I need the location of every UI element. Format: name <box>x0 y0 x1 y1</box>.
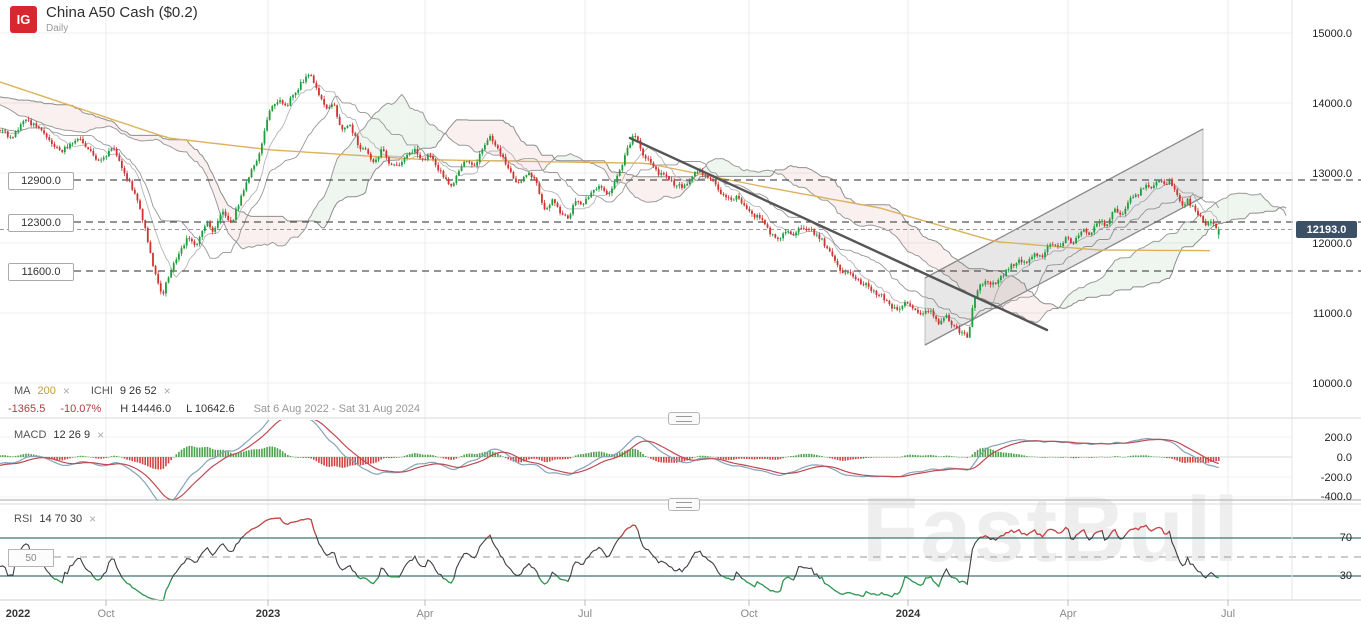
ichimoku-params: 9 26 52 <box>119 385 157 397</box>
ma-period-value: 200 <box>37 385 56 397</box>
price-level-label[interactable]: 11600.0 <box>8 263 74 281</box>
rsi-indicator-label: RSI <box>14 513 33 525</box>
rsi-axis-tick: 30 <box>1339 570 1352 582</box>
y-axis-tick: 14000.0 <box>1312 98 1352 110</box>
y-axis-tick: 15000.0 <box>1312 28 1352 40</box>
y-axis-tick: 11000.0 <box>1313 308 1352 320</box>
x-axis-tick: Apr <box>416 608 434 620</box>
macd-axis-tick: 0.0 <box>1336 452 1352 464</box>
price-level-label[interactable]: 12300.0 <box>8 214 74 232</box>
ichimoku-close-icon[interactable]: × <box>163 384 171 398</box>
ichimoku-indicator-label: ICHI <box>90 385 113 397</box>
x-axis-tick: 2023 <box>255 608 281 620</box>
y-axis-tick: 10000.0 <box>1312 378 1352 390</box>
rsi-mid-level-label[interactable]: 50 <box>8 549 54 567</box>
ig-logo: IG <box>10 6 37 33</box>
macd-legend-row: MACD 12 26 9 × <box>14 428 118 442</box>
macd-indicator-label: MACD <box>14 429 47 441</box>
ma-indicator-label: MA <box>14 385 31 397</box>
macd-axis-tick: 200.0 <box>1324 432 1352 444</box>
period-low: L 10642.6 <box>186 403 235 415</box>
grip-icon <box>676 415 692 422</box>
date-range: Sat 6 Aug 2022 - Sat 31 Aug 2024 <box>253 403 420 415</box>
rsi-legend-row: RSI 14 70 30 × <box>14 512 110 526</box>
price-level-label[interactable]: 12900.0 <box>8 172 74 190</box>
x-axis-tick: 2022 <box>5 608 31 620</box>
ma-close-icon[interactable]: × <box>62 384 70 398</box>
rsi-panel-resize-handle[interactable] <box>668 498 700 511</box>
x-axis-tick: Jul <box>1220 608 1236 620</box>
macd-close-icon[interactable]: × <box>97 428 105 442</box>
change-percent: -10.07% <box>60 403 102 415</box>
x-axis-tick: Oct <box>740 608 758 620</box>
x-axis-tick: 2024 <box>895 608 921 620</box>
macd-axis-tick: -200.0 <box>1320 472 1352 484</box>
y-axis-tick: 13000.0 <box>1312 168 1352 180</box>
macd-axis-tick: -400.0 <box>1320 491 1352 503</box>
instrument-title: China A50 Cash ($0.2) <box>46 4 198 21</box>
x-axis-tick: Oct <box>97 608 115 620</box>
y-axis-tick: 12000.0 <box>1312 238 1352 250</box>
indicator-legend-row: MA 200 × ICHI 9 26 52 × <box>14 384 185 398</box>
change-value: -1365.5 <box>8 403 46 415</box>
fastbull-watermark: FastBull <box>862 479 1241 581</box>
macd-panel-resize-handle[interactable] <box>668 412 700 425</box>
rsi-axis-tick: 70 <box>1339 532 1352 544</box>
last-price-badge: 12193.0 <box>1296 221 1357 238</box>
grip-icon <box>676 501 692 508</box>
rsi-close-icon[interactable]: × <box>89 512 97 526</box>
price-stats-row: -1365.5 -10.07% H 14446.0 L 10642.6 Sat … <box>8 403 420 415</box>
macd-params: 12 26 9 <box>53 429 91 441</box>
rsi-params: 14 70 30 <box>39 513 83 525</box>
x-axis-tick: Apr <box>1059 608 1077 620</box>
x-axis-tick: Jul <box>577 608 593 620</box>
period-high: H 14446.0 <box>120 403 172 415</box>
timeframe-label: Daily <box>46 23 69 34</box>
